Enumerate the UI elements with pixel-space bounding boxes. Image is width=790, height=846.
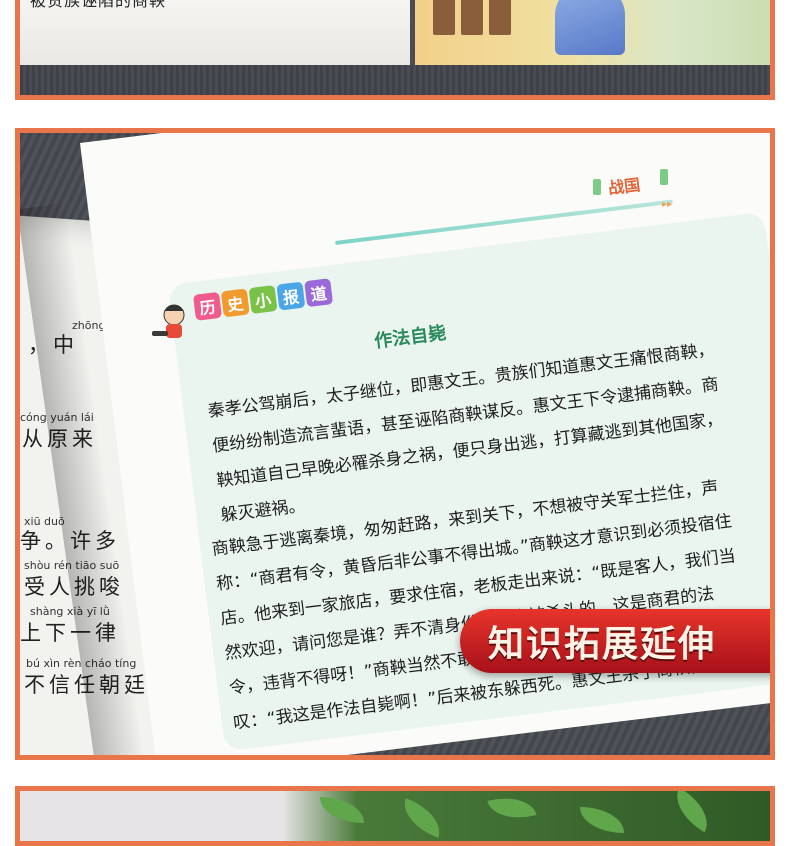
soldier-figure bbox=[433, 0, 455, 35]
bottom-photo-panel bbox=[15, 786, 775, 846]
mascot-icon bbox=[148, 301, 194, 347]
section-deco-right bbox=[660, 169, 668, 185]
robed-figure bbox=[555, 0, 625, 55]
top-illustration bbox=[415, 0, 775, 65]
column-badge: 报 bbox=[276, 282, 305, 311]
column-badge: 小 bbox=[249, 285, 278, 314]
main-photo-panel: zhōng ，中 cóng yuán lái 从原来 xiū duō 争。许多 … bbox=[15, 128, 775, 760]
section-deco-left bbox=[593, 179, 601, 195]
section-label: 战国 bbox=[607, 171, 642, 199]
soldier-figure bbox=[461, 0, 483, 35]
knowledge-banner: 知识拓展延伸 bbox=[460, 609, 775, 673]
column-badge: 历 bbox=[193, 292, 222, 321]
soldier-figure bbox=[489, 0, 511, 35]
column-badge: 道 bbox=[304, 278, 333, 307]
banner-text: 知识拓展延伸 bbox=[488, 615, 716, 667]
decorative-arrows: ▸▸ bbox=[662, 199, 672, 210]
table-surface bbox=[20, 65, 775, 100]
top-book-page: 被贵族诬陷的商鞅 bbox=[20, 0, 410, 67]
top-caption-fragment: 被贵族诬陷的商鞅 bbox=[30, 0, 166, 11]
column-badge: 史 bbox=[221, 288, 250, 317]
bottom-backdrop bbox=[20, 791, 770, 841]
top-photo-panel: 被贵族诬陷的商鞅 bbox=[15, 0, 775, 100]
